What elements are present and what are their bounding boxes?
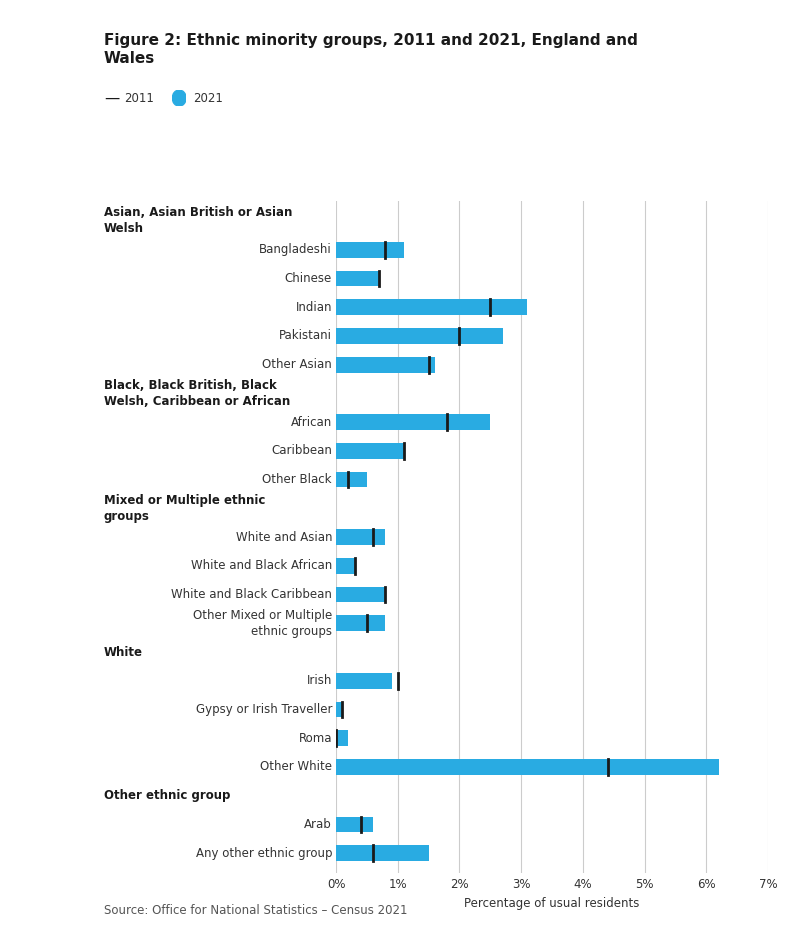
Bar	[336, 271, 379, 287]
Text: Other Asian: Other Asian	[262, 358, 332, 371]
Bar	[336, 299, 527, 315]
Text: Black, Black British, Black
Welsh, Caribbean or African: Black, Black British, Black Welsh, Carib…	[104, 379, 290, 408]
Text: 2011: 2011	[124, 92, 154, 105]
Text: Gypsy or Irish Traveller: Gypsy or Irish Traveller	[195, 703, 332, 716]
Bar	[336, 530, 386, 545]
Text: White and Asian: White and Asian	[235, 531, 332, 544]
Text: White and Black Caribbean: White and Black Caribbean	[171, 588, 332, 601]
Text: Arab: Arab	[304, 818, 332, 831]
Bar	[336, 558, 354, 573]
Circle shape	[172, 90, 186, 106]
Text: African: African	[290, 416, 332, 429]
Text: White: White	[104, 645, 143, 658]
Bar	[336, 616, 386, 631]
Bar	[336, 357, 434, 373]
Bar	[336, 759, 718, 775]
Text: Bangladeshi: Bangladeshi	[259, 243, 332, 256]
Bar	[336, 816, 373, 832]
Text: Other Black: Other Black	[262, 474, 332, 486]
Bar	[336, 672, 391, 688]
Bar	[336, 701, 342, 717]
Bar	[336, 730, 348, 746]
Text: Any other ethnic group: Any other ethnic group	[195, 847, 332, 859]
Text: Source: Office for National Statistics – Census 2021: Source: Office for National Statistics –…	[104, 904, 407, 917]
Text: Other ethnic group: Other ethnic group	[104, 789, 230, 802]
Text: Asian, Asian British or Asian
Welsh: Asian, Asian British or Asian Welsh	[104, 206, 292, 235]
Bar	[336, 472, 367, 488]
Text: Caribbean: Caribbean	[271, 445, 332, 458]
Text: Indian: Indian	[295, 301, 332, 314]
Bar	[336, 414, 490, 430]
X-axis label: Percentage of usual residents: Percentage of usual residents	[464, 897, 640, 910]
Bar	[336, 443, 404, 459]
Text: Figure 2: Ethnic minority groups, 2011 and 2021, England and: Figure 2: Ethnic minority groups, 2011 a…	[104, 33, 638, 48]
Bar	[336, 242, 404, 258]
Text: Mixed or Multiple ethnic
groups: Mixed or Multiple ethnic groups	[104, 494, 266, 523]
Text: 2021: 2021	[194, 92, 223, 105]
Bar	[336, 587, 386, 602]
Text: Roma: Roma	[298, 731, 332, 744]
Text: Pakistani: Pakistani	[279, 330, 332, 343]
Text: —: —	[104, 91, 119, 106]
Text: White and Black African: White and Black African	[190, 559, 332, 573]
Text: Chinese: Chinese	[285, 272, 332, 285]
Text: Wales: Wales	[104, 51, 155, 66]
Bar	[336, 328, 502, 344]
Bar	[336, 845, 429, 861]
Text: Other Mixed or Multiple
ethnic groups: Other Mixed or Multiple ethnic groups	[193, 609, 332, 638]
Text: Other White: Other White	[260, 760, 332, 773]
Text: Irish: Irish	[306, 674, 332, 687]
